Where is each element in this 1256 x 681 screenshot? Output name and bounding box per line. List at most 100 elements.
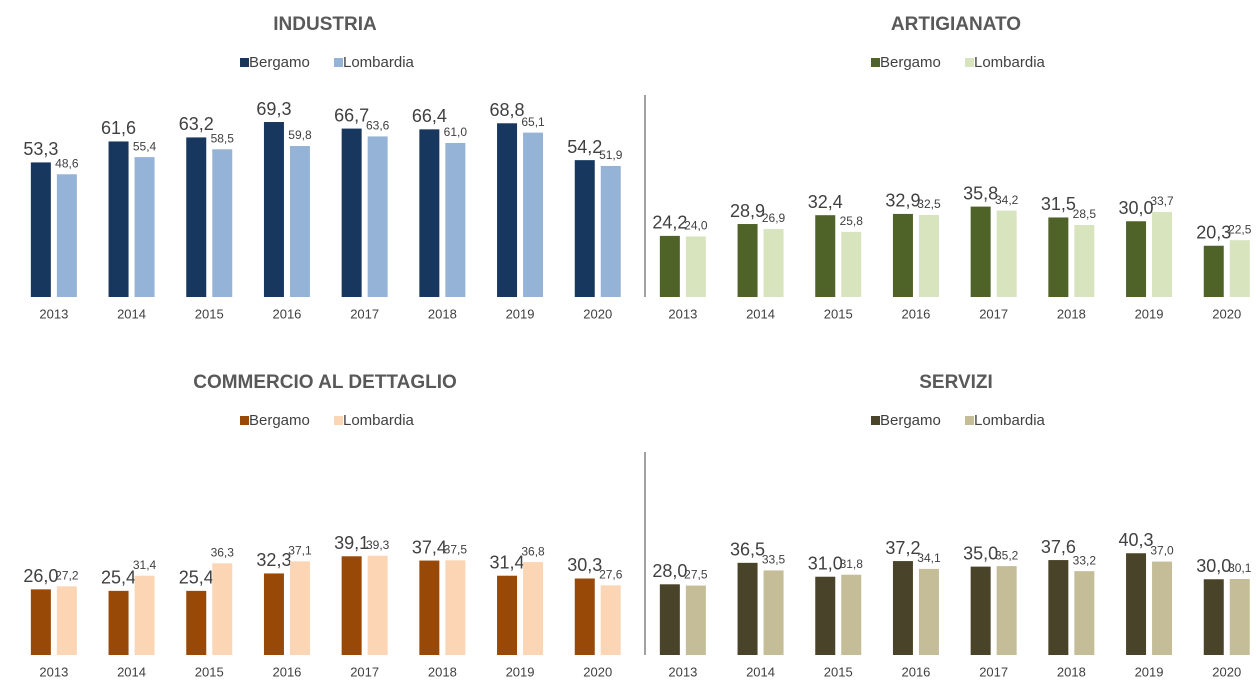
data-label: 24,0 [684,219,708,233]
chart-title: INDUSTRIA [273,14,377,35]
bar [367,555,388,655]
x-tick-label: 2015 [824,306,853,321]
data-label: 33,7 [1150,194,1174,208]
x-tick-label: 2016 [272,306,301,321]
bar [600,165,621,297]
legend-swatch [334,58,343,67]
data-label: 65,1 [521,115,545,129]
x-tick-label: 2015 [195,664,224,679]
bar [659,584,680,655]
bar [263,573,284,655]
legend-swatch [240,58,249,67]
bar [212,563,233,655]
data-label: 25,4 [179,568,214,588]
bar [1048,217,1069,297]
bar [56,174,77,297]
data-label: 33,5 [762,553,786,567]
data-label: 28,9 [730,201,765,221]
data-label: 26,9 [762,211,786,225]
bar [212,149,233,297]
bar [56,586,77,655]
data-label: 39,3 [366,538,390,552]
legend-label: Bergamo [249,412,310,429]
data-label: 30,0 [1119,198,1154,218]
x-tick-label: 2019 [506,664,535,679]
data-label: 31,4 [133,558,157,572]
data-label: 35,0 [963,543,998,563]
bar [289,146,310,297]
x-tick-label: 2020 [1212,664,1241,679]
data-label: 36,5 [730,540,765,560]
data-label: 39,1 [334,533,369,553]
bar [30,589,51,655]
data-label: 31,8 [840,557,864,571]
bar [659,235,680,297]
bar [497,123,518,297]
data-label: 37,2 [885,538,920,558]
bar [815,215,836,297]
chart-title: ARTIGIANATO [891,14,1021,35]
x-tick-label: 2013 [39,664,68,679]
bar [685,236,706,297]
bar [445,560,466,655]
bar [419,129,440,297]
bar [600,585,621,655]
data-label: 55,4 [133,139,157,153]
x-tick-label: 2014 [117,306,146,321]
data-label: 54,2 [567,137,602,157]
x-tick-label: 2014 [117,664,146,679]
bar [918,568,939,655]
data-label: 37,6 [1041,537,1076,557]
data-label: 30,0 [1196,556,1231,576]
data-label: 34,2 [995,193,1019,207]
bar [134,157,155,297]
legend-label: Lombardia [343,54,415,71]
x-tick-label: 2016 [901,306,930,321]
bar [918,214,939,297]
x-tick-label: 2013 [668,306,697,321]
data-label: 37,1 [288,543,312,557]
chart-title: COMMERCIO AL DETTAGLIO [193,372,457,393]
data-label: 40,3 [1119,530,1154,550]
x-tick-label: 2020 [583,306,612,321]
bar [1126,553,1147,655]
bar [108,590,129,655]
bar [892,561,913,655]
x-tick-label: 2016 [272,664,301,679]
bar [737,224,758,297]
bar [1048,560,1069,655]
bar [1126,221,1147,297]
bar [289,561,310,655]
data-label: 37,0 [1150,544,1174,558]
data-label: 51,9 [599,148,623,162]
bar [108,141,129,297]
bar [1074,225,1095,297]
legend-swatch [965,416,974,425]
bar [1074,571,1095,655]
x-tick-label: 2015 [824,664,853,679]
data-label: 27,6 [599,567,623,581]
bar [367,136,388,297]
data-label: 58,5 [211,131,235,145]
x-tick-label: 2014 [746,664,775,679]
bar [841,574,862,655]
data-label: 53,3 [23,139,58,159]
data-label: 61,6 [101,118,136,138]
data-label: 33,2 [1073,553,1097,567]
bar [1203,245,1224,297]
x-tick-label: 2018 [428,306,457,321]
bar [134,575,155,655]
x-tick-label: 2020 [583,664,612,679]
x-tick-label: 2017 [979,306,1008,321]
data-label: 63,2 [179,114,214,134]
data-label: 59,8 [288,128,312,142]
bar [970,206,991,297]
bar [763,570,784,655]
bar [815,576,836,655]
bar [763,229,784,297]
x-tick-label: 2013 [39,306,68,321]
x-tick-label: 2015 [195,306,224,321]
legend-swatch [871,416,880,425]
bar [445,142,466,297]
data-label: 27,2 [55,568,79,582]
